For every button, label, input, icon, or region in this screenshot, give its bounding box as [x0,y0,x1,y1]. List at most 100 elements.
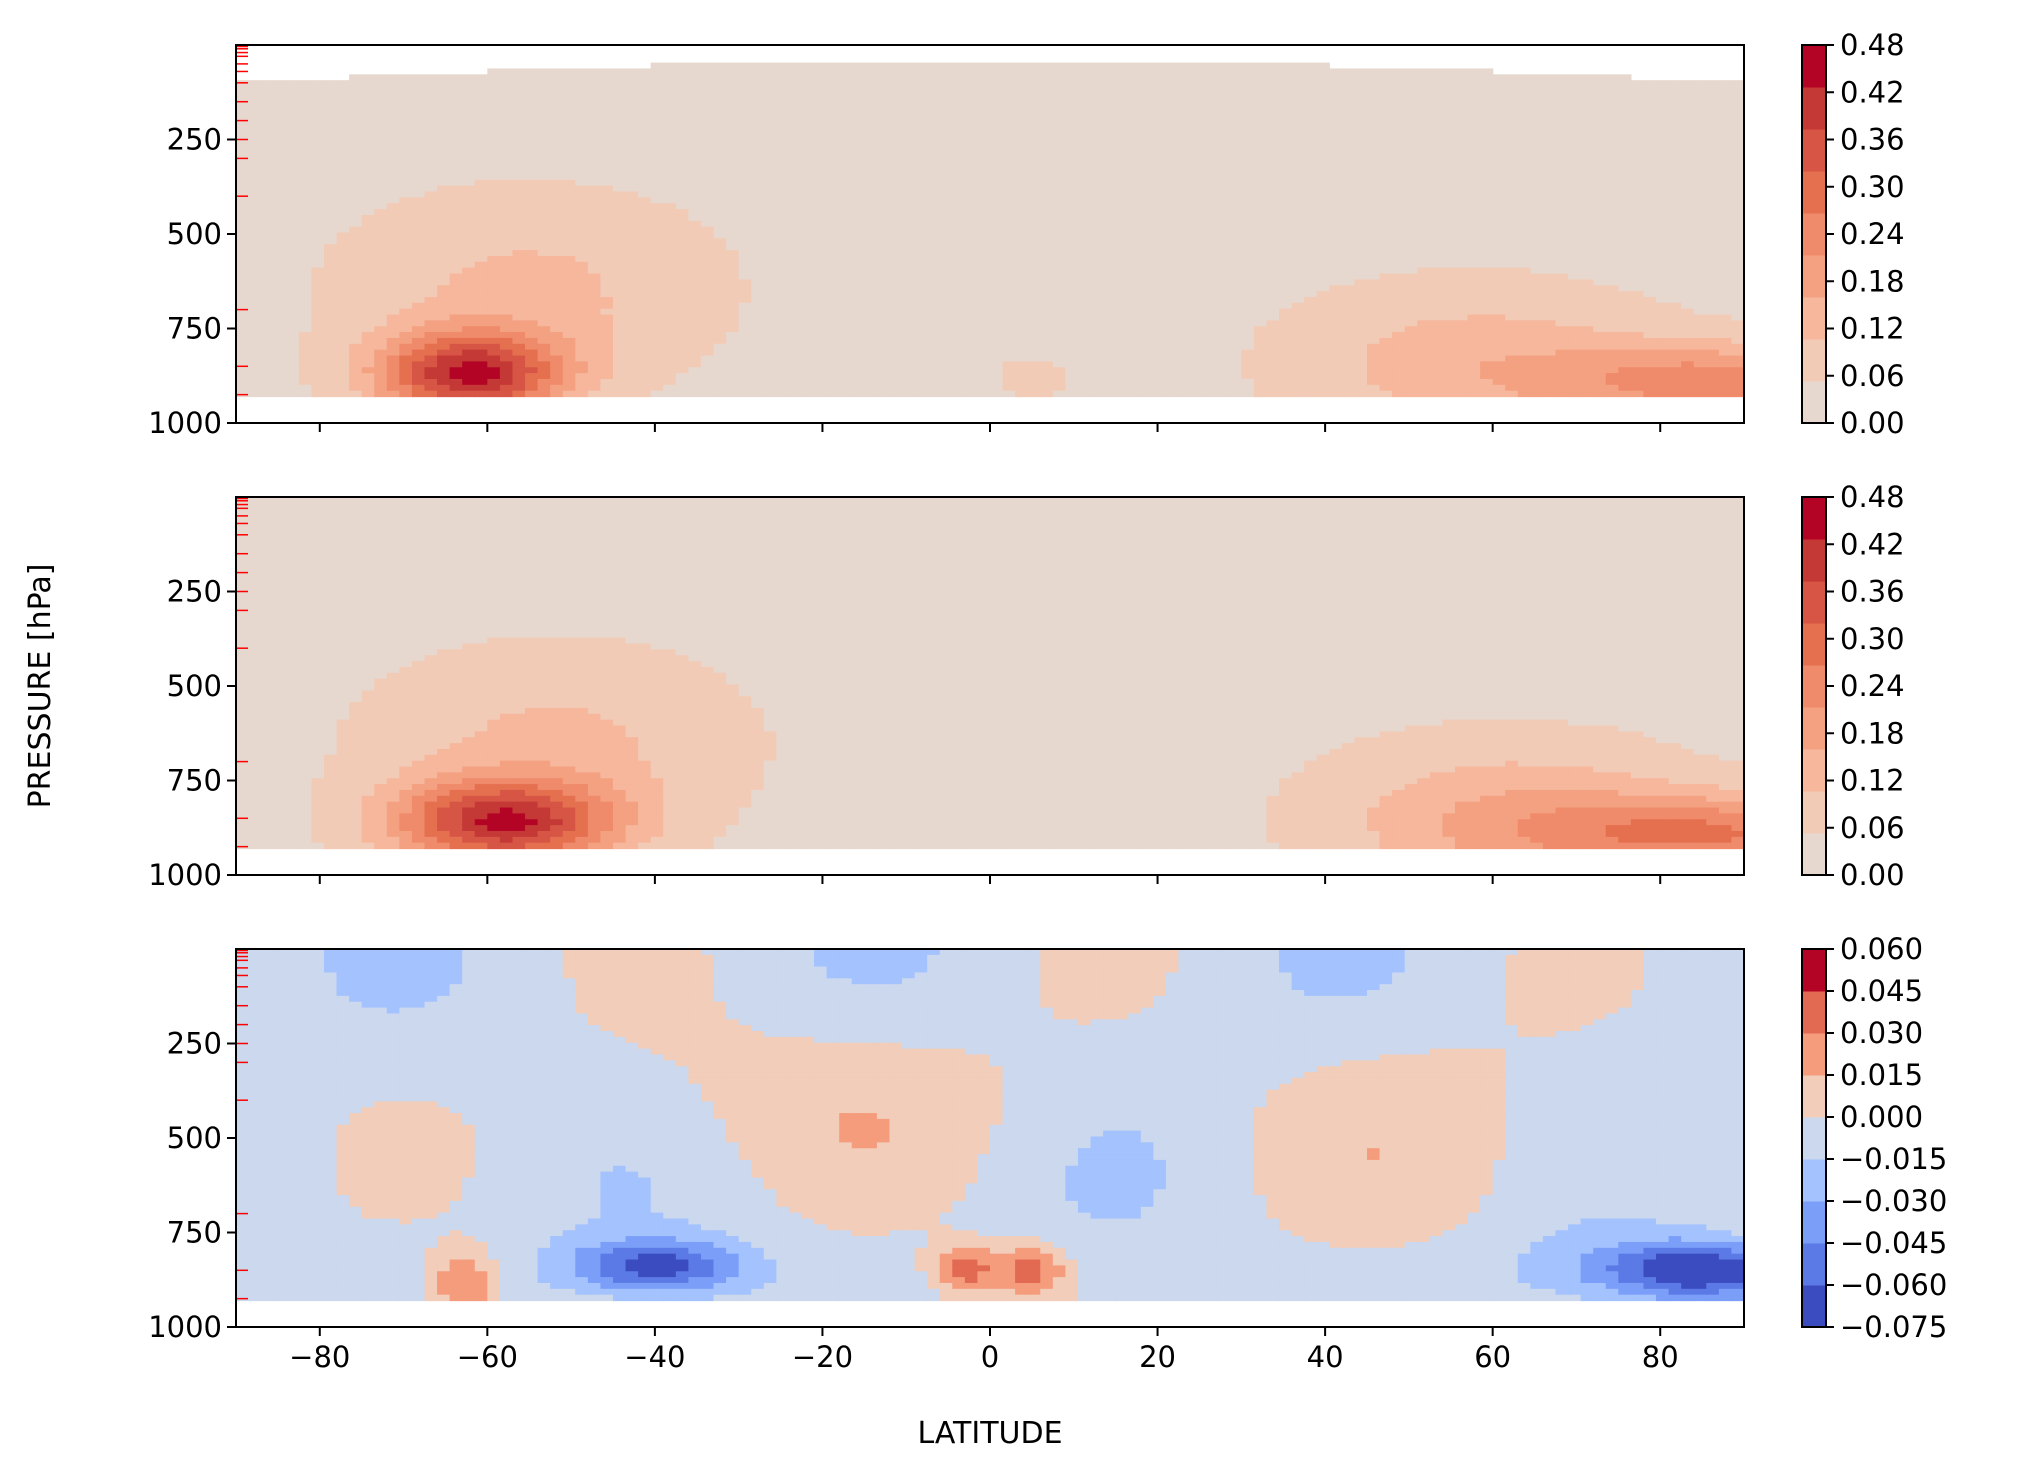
contour-cell [977,267,991,275]
contour-cell [1329,68,1343,75]
contour-cell [1040,238,1054,245]
contour-cell [1128,244,1142,251]
contour-cell [499,255,514,263]
contour-cell [1253,62,1268,70]
contour-cell [625,109,639,116]
contour-cell [839,80,853,87]
contour-cell [525,261,539,269]
contour-cell [826,390,840,398]
contour-cell [876,273,891,280]
contour-cell [1279,273,1293,280]
contour-cell [600,179,614,187]
contour-cell [688,349,702,357]
contour-cell [1165,109,1180,116]
contour-cell [814,373,828,380]
contour-cell [751,86,765,93]
contour-cell [399,361,413,368]
contour-cell [550,250,564,257]
contour-cell [751,168,765,175]
contour-cell [487,343,501,351]
contour-cell [864,355,878,362]
contour-cell [311,97,325,105]
contour-cell [399,337,413,345]
contour-cell [663,355,677,362]
contour-cell [990,378,1004,386]
contour-cell [411,326,426,333]
contour-cell [411,349,426,357]
contour-cell [525,214,539,222]
contour-cell [537,373,551,380]
contour-cell [449,302,463,310]
contour-cell [374,179,388,187]
contour-cell [1228,191,1242,198]
contour-cell [424,203,438,210]
contour-cell [625,337,639,345]
contour-cell [1253,121,1268,128]
contour-cell [248,355,262,362]
contour-cell [374,302,388,310]
contour-cell [914,349,928,357]
contour-cell [964,138,979,146]
contour-cell [1140,220,1154,228]
contour-cell [1178,91,1192,99]
contour-cell [323,261,338,269]
contour-cell [826,197,840,204]
contour-cell [1216,168,1230,175]
contour-cell [286,332,300,339]
contour-cell [763,250,777,257]
contour-cell [424,74,438,81]
contour-cell [537,320,551,327]
contour-cell [411,150,426,157]
contour-cell [286,291,300,298]
contour-cell [1216,273,1230,280]
contour-cell [1329,86,1343,93]
contour-cell [625,279,639,286]
contour-cell [1191,68,1205,75]
contour-cell [814,285,828,292]
contour-cell [449,121,463,128]
contour-cell [1040,179,1054,187]
contour-cell [411,103,426,111]
contour-cell [814,138,828,146]
contour-cell [864,232,878,239]
contour-cell [763,314,777,321]
contour-cell [688,214,702,222]
contour-cell [613,355,627,362]
contour-cell [1115,373,1129,380]
contour-cell [1153,197,1167,204]
contour-cell [1128,203,1142,210]
contour-cell [1052,261,1066,269]
contour-cell [939,203,953,210]
contour-cell [650,261,664,269]
contour-cell [349,109,363,116]
contour-cell [386,343,400,351]
contour-cell [1115,144,1129,152]
contour-cell [236,168,250,175]
contour-cell [462,179,476,187]
contour-cell [650,214,664,222]
contour-cell [776,220,790,228]
contour-cell [688,267,702,275]
contour-cell [1140,279,1154,286]
contour-cell [675,384,689,392]
contour-cell [776,349,790,357]
contour-cell [1153,109,1167,116]
contour-cell [487,168,501,175]
contour-cell [374,162,388,169]
contour-cell [990,74,1004,81]
contour-cell [1316,279,1330,286]
contour-cell [1090,162,1104,169]
contour-cell [952,214,966,222]
contour-cell [1090,285,1104,292]
contour-cell [1115,291,1129,298]
contour-cell [1341,132,1356,140]
contour-cell [411,291,426,298]
contour-cell [1253,97,1268,105]
contour-cell [927,132,941,140]
contour-cell [1103,384,1117,392]
contour-cell [738,390,752,398]
contour-cell [349,384,363,392]
contour-cell [336,156,350,163]
contour-cell [700,367,715,374]
contour-cell [1291,150,1305,157]
